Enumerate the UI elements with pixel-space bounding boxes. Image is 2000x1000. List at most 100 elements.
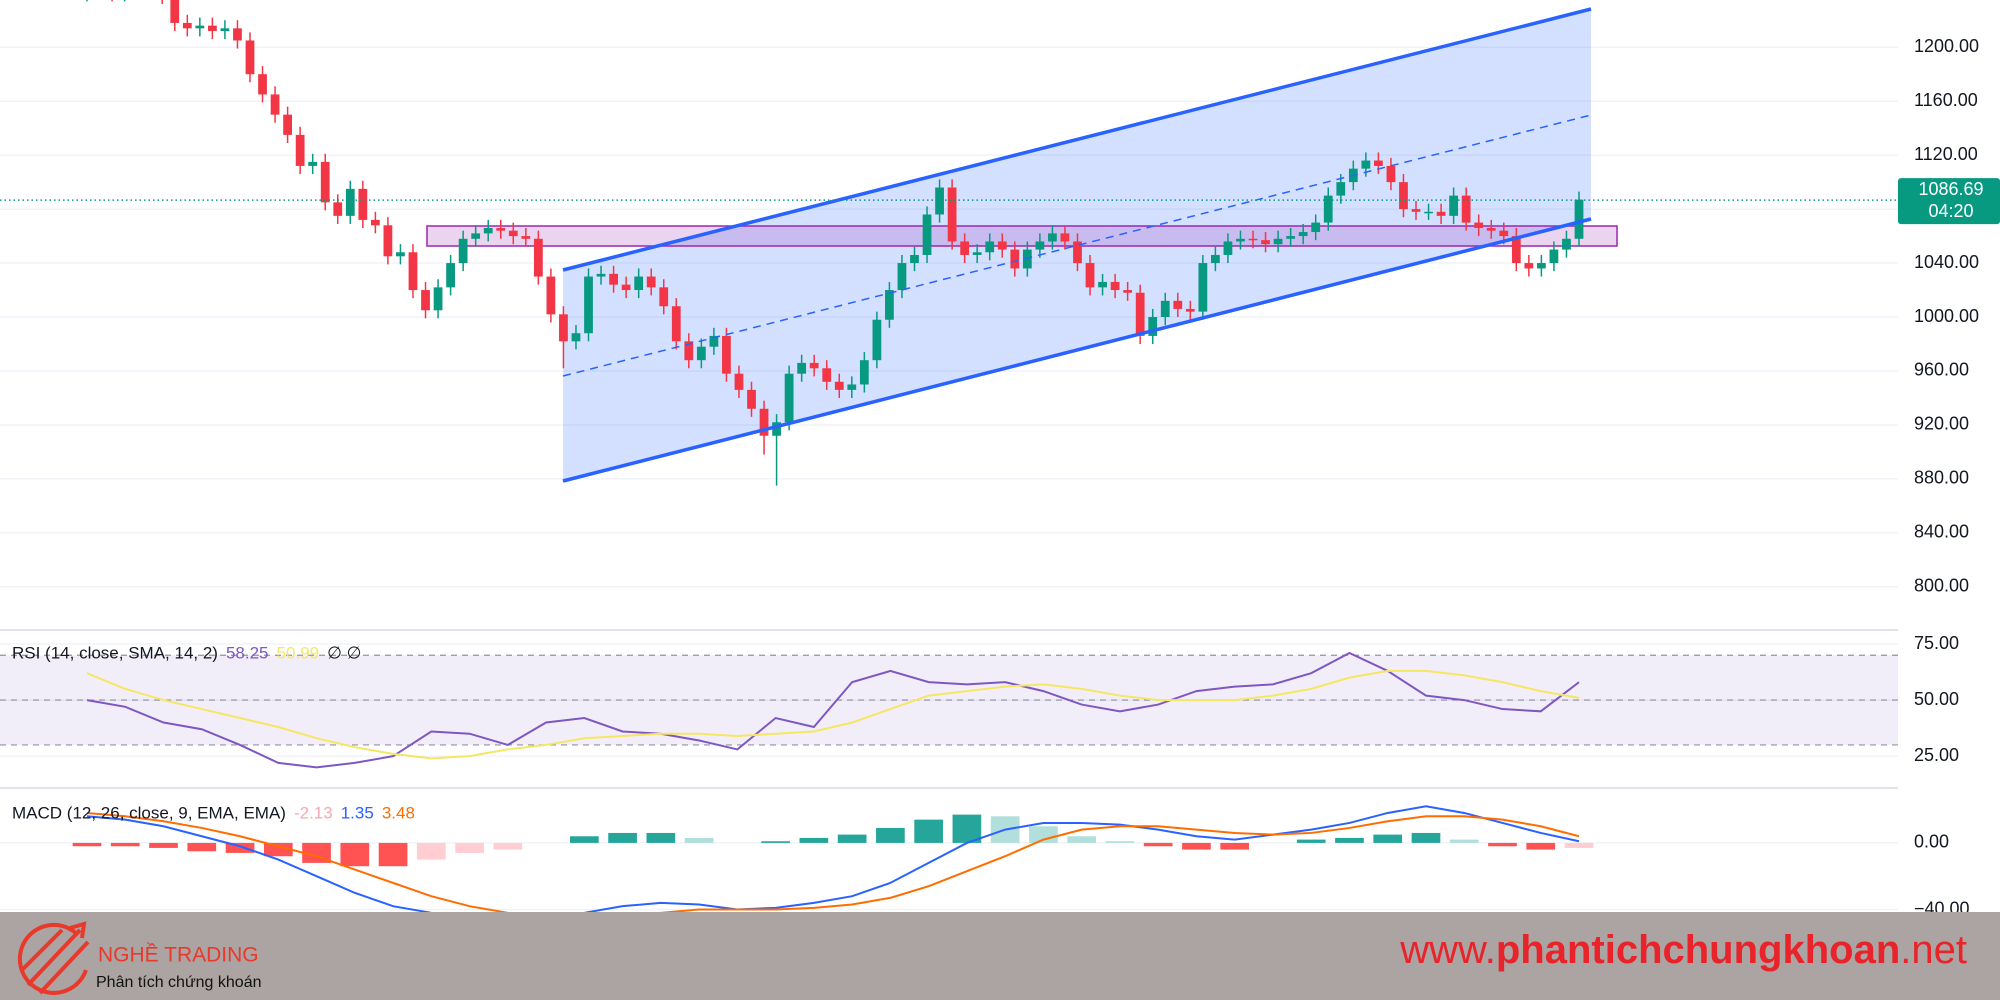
plot-layer xyxy=(0,0,1898,912)
candle-body xyxy=(1486,227,1496,231)
histogram-bar xyxy=(1029,826,1058,843)
candle-body xyxy=(220,28,230,32)
series-line xyxy=(86,651,1580,769)
candle-body xyxy=(1185,308,1195,312)
histogram-bar xyxy=(1564,842,1594,848)
candle-body xyxy=(972,252,982,255)
histogram-bar xyxy=(608,832,637,843)
candle-body xyxy=(1286,236,1296,239)
histogram-bar xyxy=(837,834,867,843)
candle-body xyxy=(584,276,593,334)
candle-body xyxy=(1211,254,1220,264)
candle-body xyxy=(396,252,405,257)
candle-body xyxy=(1536,263,1546,269)
candle-body xyxy=(1436,211,1446,216)
candle-body xyxy=(1148,317,1158,336)
candle-body xyxy=(571,333,581,342)
histogram-bar xyxy=(72,842,102,847)
candle-body xyxy=(734,373,744,390)
candle-body xyxy=(1336,182,1346,196)
histogram-bar xyxy=(340,842,370,867)
candle-body xyxy=(1461,195,1471,223)
histogram-bar xyxy=(761,841,790,843)
candle-body xyxy=(370,219,380,226)
histogram-bar xyxy=(684,837,714,843)
histogram-bar xyxy=(1296,839,1326,843)
candle-body xyxy=(1499,230,1509,237)
candle-body xyxy=(333,202,343,216)
candle-body xyxy=(295,134,305,166)
candle-body xyxy=(759,408,769,436)
histogram-bar xyxy=(1335,837,1364,843)
indicator-title: RSI (14, close, SMA, 14, 2) xyxy=(12,643,218,662)
histogram-bar xyxy=(1411,832,1441,843)
y-tick-label: 1160.00 xyxy=(1914,90,1978,110)
candle-body xyxy=(609,273,618,285)
candle-body xyxy=(1048,233,1057,242)
y-tick-label: 0.00 xyxy=(1914,832,1949,852)
candle-body xyxy=(997,241,1007,250)
website: www.phantichchungkhoan.net xyxy=(1399,928,1967,972)
histogram-bar xyxy=(378,842,408,867)
legend-value: 58.25 xyxy=(226,643,269,662)
histogram-bar xyxy=(1526,842,1556,850)
candle-body xyxy=(483,227,493,234)
candle-body xyxy=(496,227,506,231)
candle-body xyxy=(684,341,694,361)
candle-body xyxy=(1160,300,1170,318)
candle-body xyxy=(772,422,781,436)
candle-body xyxy=(960,241,970,255)
candle-body xyxy=(258,74,267,95)
candle-body xyxy=(408,252,418,291)
legend-value: -2.13 xyxy=(294,803,333,822)
histogram-bar xyxy=(1182,842,1211,850)
channel-lines xyxy=(562,7,1592,483)
url-domain: phantichchungkhoan xyxy=(1496,928,1900,972)
candle-body xyxy=(446,263,455,288)
legend-value: 50.99 xyxy=(277,643,320,662)
histogram-bar xyxy=(569,836,599,843)
series-line xyxy=(86,669,1580,760)
url-suffix: .net xyxy=(1900,928,1967,972)
histogram-bar xyxy=(914,819,943,843)
y-tick-label: 960.00 xyxy=(1914,360,1969,380)
candle-body xyxy=(1424,211,1433,214)
candle-body xyxy=(471,233,481,239)
candle-body xyxy=(1022,249,1032,269)
histogram-bar xyxy=(149,842,178,848)
candle-body xyxy=(621,284,631,291)
pane-2 xyxy=(72,805,1594,912)
candle-body xyxy=(358,188,368,220)
footer-bg xyxy=(0,912,2000,1000)
candle-body xyxy=(646,276,656,288)
candle-body xyxy=(834,381,844,390)
candle-body xyxy=(709,335,719,347)
candle-body xyxy=(308,161,318,166)
candle-body xyxy=(508,230,518,237)
candle-body xyxy=(696,346,706,361)
legend-value: 3.48 xyxy=(382,803,415,822)
candle-body xyxy=(809,362,819,369)
candle-body xyxy=(659,287,669,307)
candle-body xyxy=(433,287,443,311)
footer: NGHỀ TRADING Phân tích chứng khoán www.p… xyxy=(0,912,2000,1000)
histogram-bar xyxy=(952,814,982,843)
candle-body xyxy=(922,214,932,255)
histogram-bar xyxy=(1373,834,1403,843)
candle-body xyxy=(797,362,807,374)
histogram-bar xyxy=(646,832,676,843)
candle-body xyxy=(1311,222,1321,233)
candle-body xyxy=(722,335,731,374)
y-tick-label: 920.00 xyxy=(1914,414,1969,434)
candle-body xyxy=(1449,195,1459,216)
candle-body xyxy=(897,263,907,291)
histogram-bar xyxy=(1488,842,1517,847)
candle-body xyxy=(521,236,531,239)
candle-body xyxy=(947,187,957,242)
candle-body xyxy=(885,290,894,320)
candle-body xyxy=(1411,209,1421,212)
candle-body xyxy=(1386,165,1396,183)
candle-body xyxy=(1562,238,1571,250)
